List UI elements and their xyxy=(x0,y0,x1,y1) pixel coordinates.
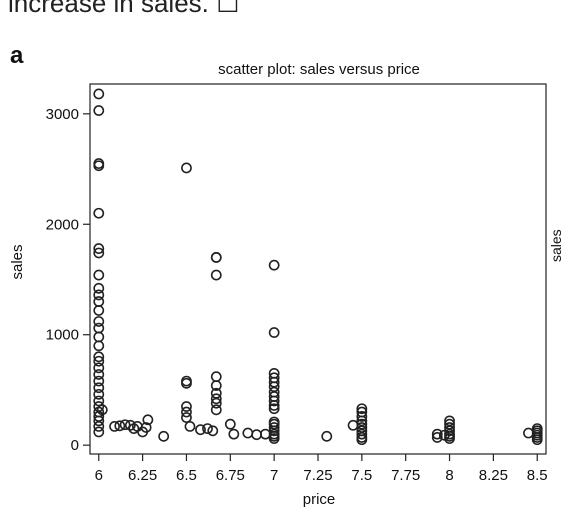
scatter-point xyxy=(431,432,443,443)
scatter-point xyxy=(93,420,105,432)
scatter-point xyxy=(444,425,455,437)
panel-letter: a xyxy=(10,42,24,69)
chart-title: scatter plot: sales versus price xyxy=(218,61,420,78)
scatter-point xyxy=(93,269,105,281)
scatter-point xyxy=(93,88,105,100)
scatter-point xyxy=(181,412,192,423)
scatter-point xyxy=(210,269,222,281)
scatter-point xyxy=(242,427,254,439)
x-tick-label: 8.25 xyxy=(479,467,508,484)
scatter-point xyxy=(181,162,192,174)
scatter-point xyxy=(93,331,105,343)
scatter-point xyxy=(93,395,105,407)
x-tick-label: 7.25 xyxy=(303,467,332,484)
scatter-point xyxy=(210,397,222,409)
scatter-point xyxy=(431,428,443,440)
y-axis-label: sales xyxy=(9,244,26,279)
scatter-point xyxy=(93,296,105,307)
scatter-point xyxy=(210,252,222,263)
x-tick-label: 6 xyxy=(95,467,103,484)
scatter-points xyxy=(93,88,543,446)
scatter-point xyxy=(93,382,105,394)
scatter-point xyxy=(210,393,222,405)
scatter-point xyxy=(142,414,154,426)
y-tick-label: 2000 xyxy=(46,216,79,233)
clipped-body-text: increase in sales. ☐ xyxy=(8,0,240,18)
scatter-point xyxy=(93,322,105,334)
scatter-point xyxy=(93,243,105,254)
scatter-point xyxy=(347,419,359,431)
scatter-point xyxy=(523,427,534,439)
scatter-point xyxy=(268,425,280,437)
scatter-point xyxy=(356,434,368,446)
scatter-point xyxy=(202,423,213,434)
scatter-point xyxy=(210,404,222,416)
x-tick-label: 8 xyxy=(445,467,453,484)
scatter-point xyxy=(93,160,105,172)
scatter-point xyxy=(210,371,222,383)
scatter-point xyxy=(93,426,105,438)
scatter-point xyxy=(93,355,105,367)
scatter-point xyxy=(158,430,170,442)
y-tick-label: 1000 xyxy=(46,327,79,344)
scatter-point xyxy=(96,404,108,416)
scatter-point xyxy=(124,419,136,431)
scatter-point xyxy=(259,428,271,440)
x-tick-label: 8.5 xyxy=(527,467,548,484)
x-tick-label: 6.75 xyxy=(216,467,245,484)
x-tick-label: 6.25 xyxy=(128,467,157,484)
scatter-point xyxy=(356,428,368,440)
scatter-point xyxy=(181,401,192,412)
plot-frame xyxy=(89,83,547,455)
scatter-point xyxy=(268,400,280,411)
scatter-point xyxy=(228,428,240,440)
x-tick-label: 7.75 xyxy=(391,467,420,484)
scatter-point xyxy=(268,403,280,415)
x-tick-label: 7.5 xyxy=(351,467,372,484)
scatter-point xyxy=(109,420,120,432)
scatter-point xyxy=(268,395,280,407)
scatter-point xyxy=(356,403,368,415)
scatter-point xyxy=(268,259,280,271)
y-tick-label: 0 xyxy=(71,437,79,454)
scatter-point xyxy=(93,105,105,116)
x-tick-label: 6.5 xyxy=(176,467,197,484)
scatter-point xyxy=(181,377,192,389)
y-axis-ticks: 0 1000 2000 3000 xyxy=(46,106,90,454)
scatter-point xyxy=(93,289,105,301)
scatter-point xyxy=(119,419,131,431)
scatter-point xyxy=(93,247,105,259)
scatter-point xyxy=(356,411,368,422)
y-tick-label: 3000 xyxy=(46,106,79,123)
scatter-point xyxy=(531,434,543,446)
scatter-point xyxy=(93,316,105,327)
scatter-point xyxy=(93,362,105,374)
scatter-point xyxy=(184,420,196,432)
scatter-point xyxy=(181,406,192,418)
scatter-point xyxy=(93,305,105,316)
scatter-point xyxy=(268,327,280,338)
scatter-point xyxy=(321,430,333,442)
scatter-point xyxy=(114,420,126,432)
x-axis-ticks: 6 6.25 6.5 6.75 7 7.25 7.5 7.75 8 8.25 8.5 xyxy=(95,454,548,484)
scatter-point xyxy=(140,422,152,433)
scatter-point xyxy=(195,424,206,436)
scatter-point xyxy=(93,282,105,294)
scatter-point xyxy=(210,380,222,391)
scatter-point xyxy=(224,418,236,430)
x-tick-label: 7 xyxy=(270,467,278,484)
scatter-point xyxy=(93,375,105,387)
scatter-point xyxy=(93,388,105,400)
scatter-point xyxy=(93,415,105,427)
x-axis-label: price xyxy=(303,491,336,508)
scatter-point xyxy=(93,207,105,219)
scatter-point xyxy=(93,369,105,380)
scatter-point xyxy=(93,351,105,363)
scatter-point xyxy=(444,433,455,444)
scatter-point xyxy=(251,429,263,441)
scatter-point xyxy=(268,433,280,444)
scatter-point xyxy=(93,340,105,352)
scatter-point xyxy=(207,425,219,437)
